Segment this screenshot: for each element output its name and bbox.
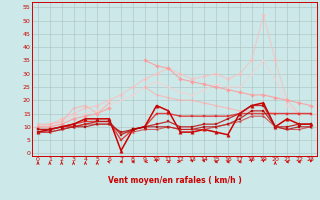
X-axis label: Vent moyen/en rafales ( km/h ): Vent moyen/en rafales ( km/h ): [108, 176, 241, 185]
